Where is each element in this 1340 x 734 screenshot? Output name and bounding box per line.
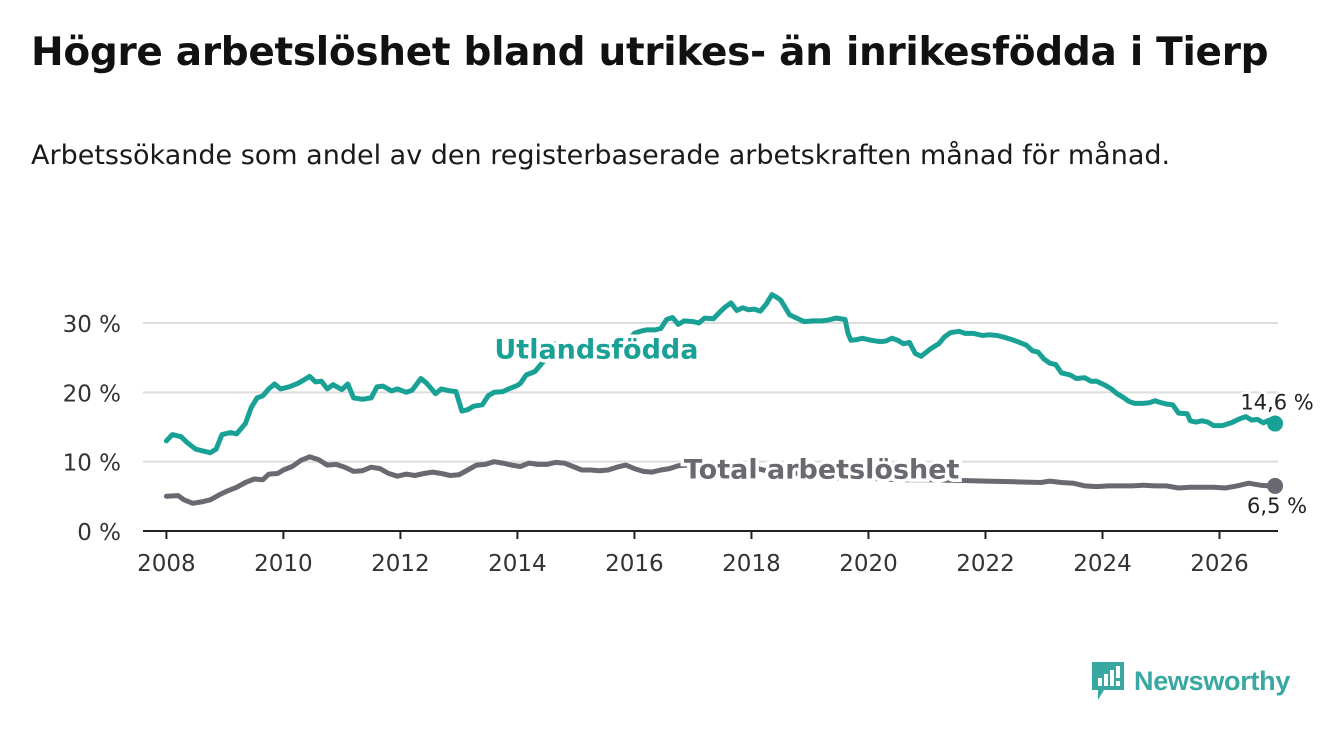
series-label-utlandsfodda: Utlandsfödda: [494, 334, 698, 365]
x-tick-label: 2020: [839, 551, 898, 577]
x-tick-label: 2022: [956, 551, 1015, 577]
end-label-total: 6,5 %: [1247, 494, 1307, 518]
y-tick-label: 0 %: [77, 520, 121, 546]
series-line-total: [163, 454, 1278, 506]
x-tick-label: 2016: [605, 551, 664, 577]
end-marker-total: [1267, 477, 1284, 494]
x-tick-label: 2012: [371, 551, 430, 577]
y-tick-label: 20 %: [63, 381, 121, 407]
end-marker-utlandsfodda: [1267, 415, 1284, 432]
brand-logo: Newsworthy: [1090, 660, 1290, 702]
series-label-total: Total arbetslöshet: [684, 454, 960, 485]
newsworthy-bar-chart-icon: [1092, 662, 1124, 700]
chart-subtitle: Arbetssökande som andel av den registerb…: [31, 140, 1171, 171]
brand-name: Newsworthy: [1134, 665, 1291, 696]
series-line-utlandsfodda: [163, 292, 1278, 456]
y-tick-label: 10 %: [63, 451, 121, 477]
x-tick-label: 2026: [1190, 551, 1249, 577]
x-tick-label: 2018: [722, 551, 781, 577]
chart-title: Högre arbetslöshet bland utrikes- än inr…: [31, 30, 1269, 75]
end-label-utlandsfodda: 14,6 %: [1240, 391, 1313, 415]
x-tick-label: 2008: [137, 551, 196, 577]
x-tick-label: 2014: [488, 551, 547, 577]
x-tick-label: 2024: [1073, 551, 1132, 577]
x-tick-label: 2010: [254, 551, 313, 577]
y-tick-label: 30 %: [63, 312, 121, 338]
